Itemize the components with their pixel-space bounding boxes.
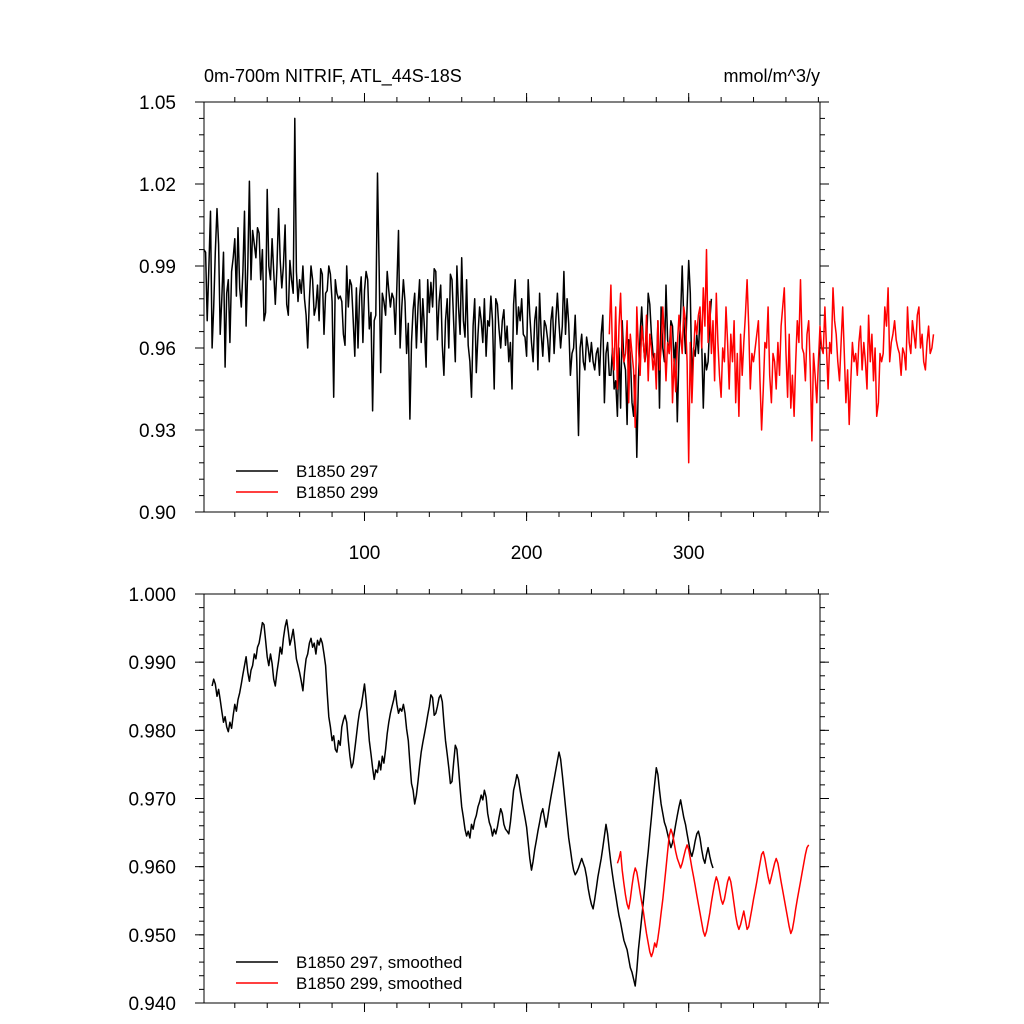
y-tick-label: 0.980 bbox=[128, 721, 176, 742]
y-tick-label: 0.970 bbox=[128, 790, 176, 811]
legend-label: B1850 299, smoothed bbox=[296, 974, 462, 993]
y-tick-label: 0.96 bbox=[139, 339, 176, 360]
y-tick-label: 0.93 bbox=[139, 421, 176, 442]
x-tick-label: 300 bbox=[673, 543, 705, 564]
y-tick-label: 0.950 bbox=[128, 926, 176, 947]
series-line bbox=[203, 117, 713, 459]
top-panel: 0.90 0.93 0.96 0.99 1.02 1.05 100 200 300 0m-700m… bbox=[139, 66, 935, 564]
legend-label: B1850 297, smoothed bbox=[296, 953, 462, 972]
series-line bbox=[608, 248, 935, 464]
x-tick-label: 100 bbox=[349, 543, 381, 564]
series-line bbox=[616, 828, 810, 958]
x-tick-label: 200 bbox=[511, 543, 543, 564]
y-tick-label: 1.02 bbox=[139, 175, 176, 196]
y-tick-label: 0.90 bbox=[139, 503, 176, 524]
y-tick-label: 1.000 bbox=[128, 585, 176, 606]
legend-label: B1850 297 bbox=[296, 462, 378, 481]
chart-title: 0m-700m NITRIF, ATL_44S-18S bbox=[204, 66, 462, 87]
chart-units: mmol/m^3/y bbox=[724, 66, 820, 86]
y-tick-label: 0.990 bbox=[128, 653, 176, 674]
y-tick-label: 0.99 bbox=[139, 257, 176, 278]
series-line bbox=[211, 619, 714, 987]
y-tick-label: 0.940 bbox=[128, 994, 176, 1015]
y-tick-label: 1.05 bbox=[139, 93, 176, 114]
legend-label: B1850 299 bbox=[296, 483, 378, 502]
bottom-panel: 0.940 0.950 0.960 0.970 0.980 0.990 1.000 B1850… bbox=[128, 585, 829, 1015]
plot-frame bbox=[203, 101, 821, 513]
y-tick-label: 0.960 bbox=[128, 858, 176, 879]
